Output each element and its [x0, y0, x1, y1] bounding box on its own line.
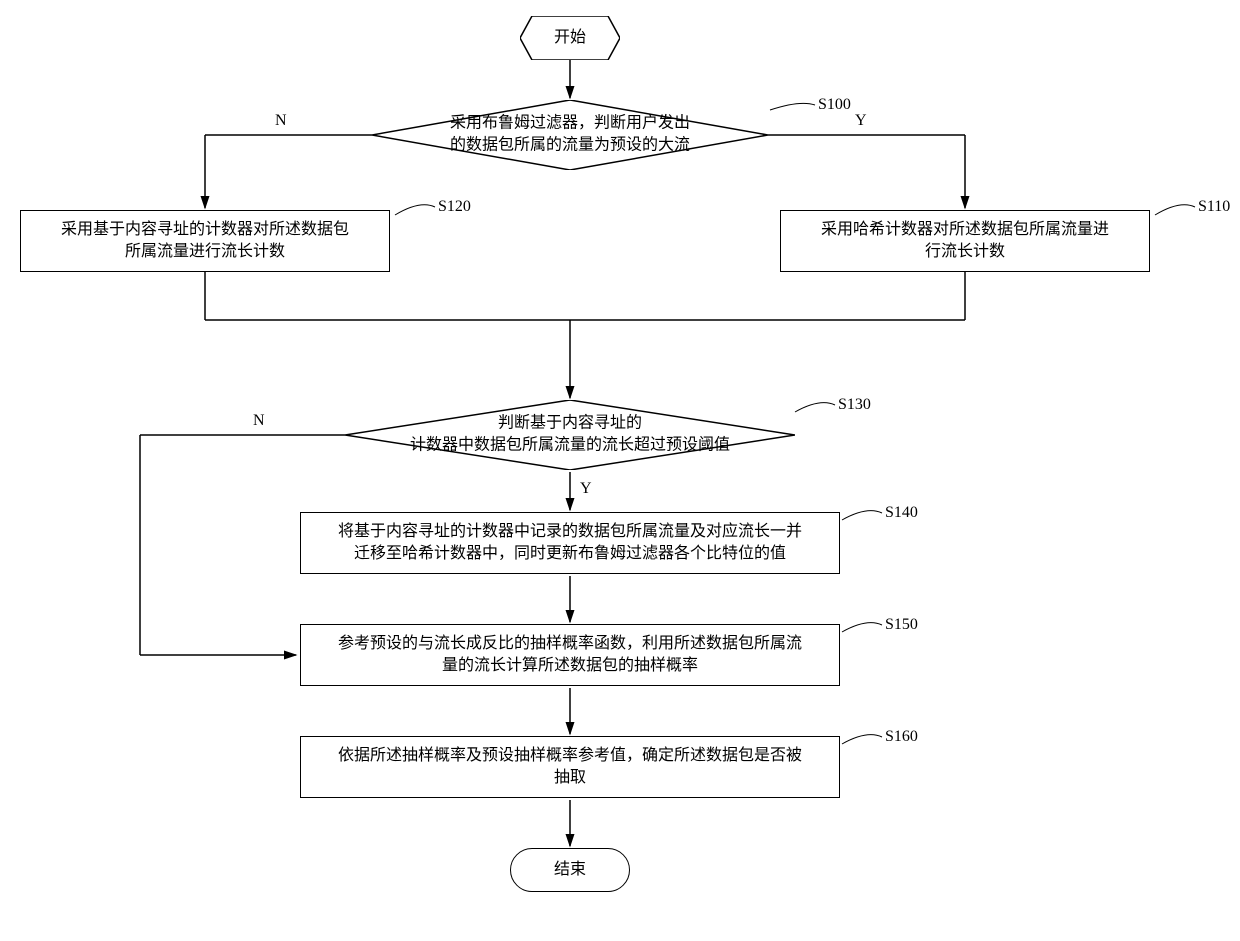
branch-y-s100: Y: [855, 112, 867, 130]
branch-n-s130: N: [253, 412, 265, 430]
step-label-s130: S130: [838, 396, 871, 414]
start-node: 开始: [520, 16, 620, 60]
step-label-s160: S160: [885, 728, 918, 746]
end-label: 结束: [554, 859, 586, 881]
branch-n-s100: N: [275, 112, 287, 130]
step-label-s140: S140: [885, 504, 918, 522]
step-label-s110: S110: [1198, 198, 1230, 216]
step-label-s100: S100: [818, 96, 851, 114]
decision-s130: 判断基于内容寻址的 计数器中数据包所属流量的流长超过预设阈值: [345, 400, 795, 470]
process-s150: 参考预设的与流长成反比的抽样概率函数，利用所述数据包所属流 量的流长计算所述数据…: [300, 624, 840, 686]
step-label-s120: S120: [438, 198, 471, 216]
end-node: 结束: [510, 848, 630, 892]
decision-s100: 采用布鲁姆过滤器，判断用户发出 的数据包所属的流量为预设的大流: [372, 100, 768, 170]
branch-y-s130: Y: [580, 480, 592, 498]
decision-s130-text: 判断基于内容寻址的 计数器中数据包所属流量的流长超过预设阈值: [345, 413, 795, 458]
process-s120: 采用基于内容寻址的计数器对所述数据包 所属流量进行流长计数: [20, 210, 390, 272]
process-s110: 采用哈希计数器对所述数据包所属流量进 行流长计数: [780, 210, 1150, 272]
process-s140: 将基于内容寻址的计数器中记录的数据包所属流量及对应流长一并 迁移至哈希计数器中，…: [300, 512, 840, 574]
step-label-s150: S150: [885, 616, 918, 634]
decision-s100-text: 采用布鲁姆过滤器，判断用户发出 的数据包所属的流量为预设的大流: [372, 113, 768, 158]
process-s160: 依据所述抽样概率及预设抽样概率参考值，确定所述数据包是否被 抽取: [300, 736, 840, 798]
start-label: 开始: [554, 27, 586, 49]
flowchart-container: 开始 采用布鲁姆过滤器，判断用户发出 的数据包所属的流量为预设的大流 S100 …: [0, 0, 1240, 941]
